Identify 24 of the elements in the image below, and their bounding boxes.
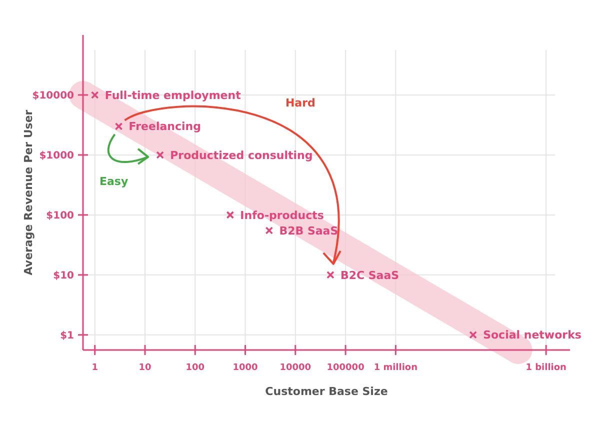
annotation: Social networks [483, 328, 582, 342]
annotation: Easy [99, 174, 128, 188]
annotation: Hard [285, 96, 316, 110]
x-tick-label: 100000 [326, 363, 364, 373]
x-tick-label: 100 [186, 363, 205, 373]
y-tick-label: $1000 [39, 150, 74, 162]
annotation: B2C SaaS [340, 268, 400, 282]
x-axis-title: Customer Base Size [265, 385, 388, 398]
y-tick-label: $100 [46, 210, 74, 222]
y-tick-label: $10000 [32, 90, 74, 102]
annotation: Freelancing [128, 120, 201, 134]
x-tick-label: 1 [92, 363, 98, 373]
x-tick-label: 1000 [232, 363, 258, 373]
annotation: B2B SaaS [279, 224, 338, 238]
annotation: Info-products [240, 208, 324, 222]
x-tick-label: 1 billion [526, 363, 566, 373]
y-tick-label: $10 [53, 270, 74, 282]
y-tick-label: $1 [60, 330, 74, 342]
annotation: Productized consulting [170, 148, 313, 162]
x-tick-label: 10 [138, 363, 152, 373]
x-tick-label: 10000 [280, 363, 312, 373]
x-tick-label: 1 million [374, 363, 418, 373]
y-axis-title: Average Revenue Per User [22, 109, 35, 276]
annotation: Full-time employment [104, 88, 241, 102]
